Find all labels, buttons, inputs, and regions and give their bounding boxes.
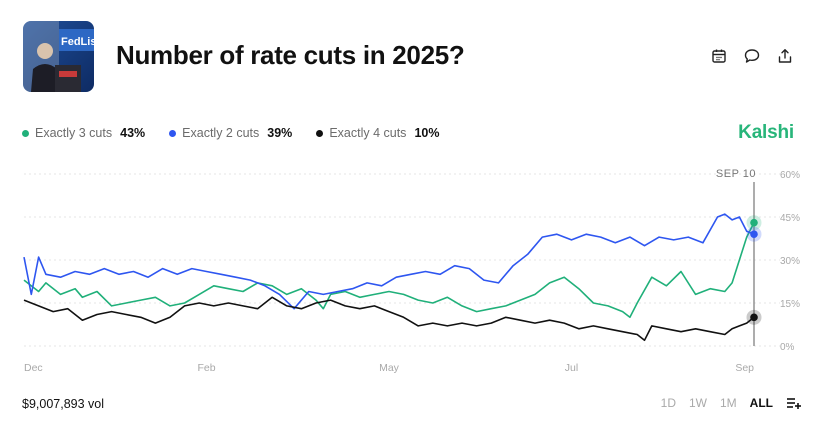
page-title: Number of rate cuts in 2025? <box>116 40 465 70</box>
series-endpoint <box>750 313 758 322</box>
y-tick-label: 60% <box>780 170 800 181</box>
legend-item-2-cuts[interactable]: Exactly 2 cuts 39% <box>169 126 292 140</box>
x-tick-label: May <box>379 362 400 374</box>
series-endpoint <box>750 230 758 238</box>
series-line-exactly-3-cuts <box>23 222 755 319</box>
legend-item-4-cuts[interactable]: Exactly 4 cuts 10% <box>316 126 439 140</box>
range-1d[interactable]: 1D <box>660 396 676 410</box>
header-actions <box>709 46 794 65</box>
series-line-exactly-2-cuts <box>23 213 755 310</box>
share-button[interactable] <box>775 46 794 65</box>
brand-logo[interactable]: Kalshi <box>738 122 794 143</box>
legend-percent: 39% <box>267 126 293 140</box>
series-endpoint <box>750 218 758 227</box>
y-tick-label: 15% <box>780 299 800 310</box>
add-series-icon[interactable] <box>786 396 802 410</box>
thumbnail-logo-text: FedListen <box>61 36 94 48</box>
legend-percent: 43% <box>120 126 146 140</box>
market-thumbnail: FedListen <box>23 21 94 92</box>
y-tick-label: 45% <box>780 213 800 224</box>
comment-icon <box>744 48 759 63</box>
calendar-icon <box>711 49 726 63</box>
x-tick-label: Sep <box>735 362 754 374</box>
legend-label: Exactly 2 cuts <box>182 126 260 140</box>
comment-button[interactable] <box>742 46 761 65</box>
legend-dot-blue <box>169 129 177 137</box>
range-all[interactable]: ALL <box>749 396 773 410</box>
chart-legend: Exactly 3 cuts 43% Exactly 2 cuts 39% Ex… <box>22 126 439 140</box>
x-tick-label: Jul <box>565 362 578 374</box>
legend-dot-black <box>316 129 324 137</box>
x-tick-label: Dec <box>24 362 43 374</box>
y-tick-label: 30% <box>780 256 800 267</box>
y-tick-label: 0% <box>780 342 795 353</box>
calendar-button[interactable] <box>709 46 728 65</box>
legend-dot-green <box>22 129 29 137</box>
range-1w[interactable]: 1W <box>689 396 707 410</box>
legend-item-3-cuts[interactable]: Exactly 3 cuts 43% <box>22 126 145 140</box>
range-selector: 1D 1W 1M ALL <box>661 396 802 410</box>
volume-label: $9,007,893 vol <box>22 397 105 411</box>
share-icon <box>778 48 791 63</box>
series-line-exactly-4-cuts <box>23 296 755 342</box>
x-tick-label: Feb <box>197 362 215 374</box>
price-chart[interactable]: 60% 45% 30% 15% 0% Dec Feb May Jul Sep SEP 10 <box>0 160 816 380</box>
legend-label: Exactly 4 cuts <box>329 126 407 140</box>
date-marker-label: SEP 10 <box>716 168 756 180</box>
legend-label: Exactly 3 cuts <box>35 126 113 140</box>
thumbnail-image: FedListen <box>23 21 94 92</box>
range-1m[interactable]: 1M <box>720 396 737 410</box>
legend-percent: 10% <box>414 126 440 140</box>
